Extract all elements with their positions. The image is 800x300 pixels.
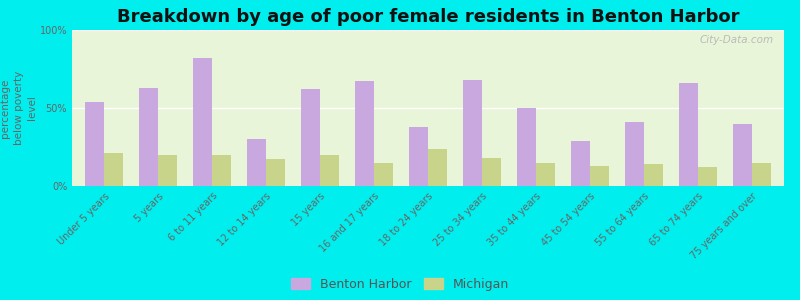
Bar <box>698 167 717 186</box>
Bar <box>428 148 447 186</box>
Legend: Benton Harbor, Michigan: Benton Harbor, Michigan <box>291 278 509 291</box>
Bar <box>679 83 698 186</box>
Bar <box>463 80 482 186</box>
Bar <box>86 102 104 186</box>
Bar <box>482 158 501 186</box>
Bar <box>158 155 177 186</box>
Bar <box>355 82 374 186</box>
Bar <box>104 153 123 186</box>
Bar <box>571 141 590 186</box>
Title: Breakdown by age of poor female residents in Benton Harbor: Breakdown by age of poor female resident… <box>117 8 739 26</box>
Bar <box>752 163 770 186</box>
Bar <box>320 155 339 186</box>
Bar <box>590 166 609 186</box>
Bar <box>302 89 320 186</box>
Bar <box>212 155 231 186</box>
Bar <box>733 124 752 186</box>
Y-axis label: percentage
below poverty
level: percentage below poverty level <box>1 71 37 145</box>
Bar <box>194 58 212 186</box>
Bar <box>139 88 158 186</box>
Bar <box>536 163 554 186</box>
Bar <box>409 127 428 186</box>
Bar <box>517 108 536 186</box>
Bar <box>247 139 266 186</box>
Text: City-Data.com: City-Data.com <box>699 35 774 45</box>
Bar <box>644 164 662 186</box>
Bar <box>266 160 285 186</box>
Bar <box>374 163 393 186</box>
Bar <box>625 122 644 186</box>
